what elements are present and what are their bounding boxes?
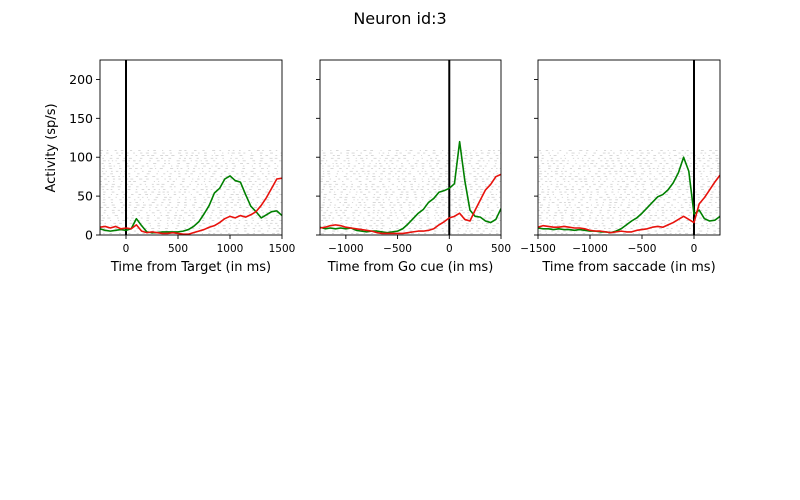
x-tick-label: −500 [383, 243, 412, 255]
x-tick-label: 0 [446, 243, 453, 255]
axes-frame [99, 59, 283, 236]
x-tick-label: 1000 [217, 243, 244, 255]
series-line-red [538, 174, 720, 234]
series-line-red [320, 173, 501, 235]
series-lines [538, 156, 720, 234]
x-tick-label: 500 [168, 243, 188, 255]
x-tick-label: 500 [491, 243, 511, 255]
x-tick-label: −1000 [572, 243, 608, 255]
x-axis-label: Time from saccade (in ms) [541, 260, 715, 275]
series-lines [320, 140, 501, 235]
panels: 0 500 1000 1500 0 50 100 150 200 Time from Target… [69, 59, 721, 275]
figure-title: Neuron id:3 [353, 9, 446, 28]
x-axis-label: Time from Target (in ms) [110, 260, 271, 275]
y-tick-label: 150 [69, 111, 93, 126]
y-axis-label: Activity (sp/s) [44, 103, 59, 192]
y-tick-label: 100 [69, 150, 93, 165]
x-tick-label: 0 [691, 243, 698, 255]
y-tick-label: 50 [77, 189, 93, 204]
series-line-green [538, 156, 720, 234]
series-lines [100, 175, 282, 235]
x-tick-label: 1500 [269, 243, 296, 255]
x-axis-label: Time from Go cue (in ms) [327, 260, 494, 275]
series-line-red [100, 177, 282, 235]
panel-2: −1000 −500 0 500 Time from Go cue (in ms) [316, 59, 511, 275]
panel-1: 0 500 1000 1500 0 50 100 150 200 Time from Target… [69, 59, 296, 275]
axes-frame [319, 59, 502, 236]
axes-frame [537, 59, 721, 236]
x-tick-label: −1500 [520, 243, 556, 255]
y-tick-label: 0 [85, 228, 93, 243]
raster [100, 150, 282, 234]
raster [320, 150, 501, 234]
y-tick-label: 200 [69, 72, 93, 87]
x-tick-label: −1000 [328, 243, 364, 255]
panel-3: −1500 −1000 −500 0 Time from saccade (in ms) [520, 59, 721, 275]
x-tick-label: −500 [628, 243, 657, 255]
x-tick-label: 0 [123, 243, 130, 255]
